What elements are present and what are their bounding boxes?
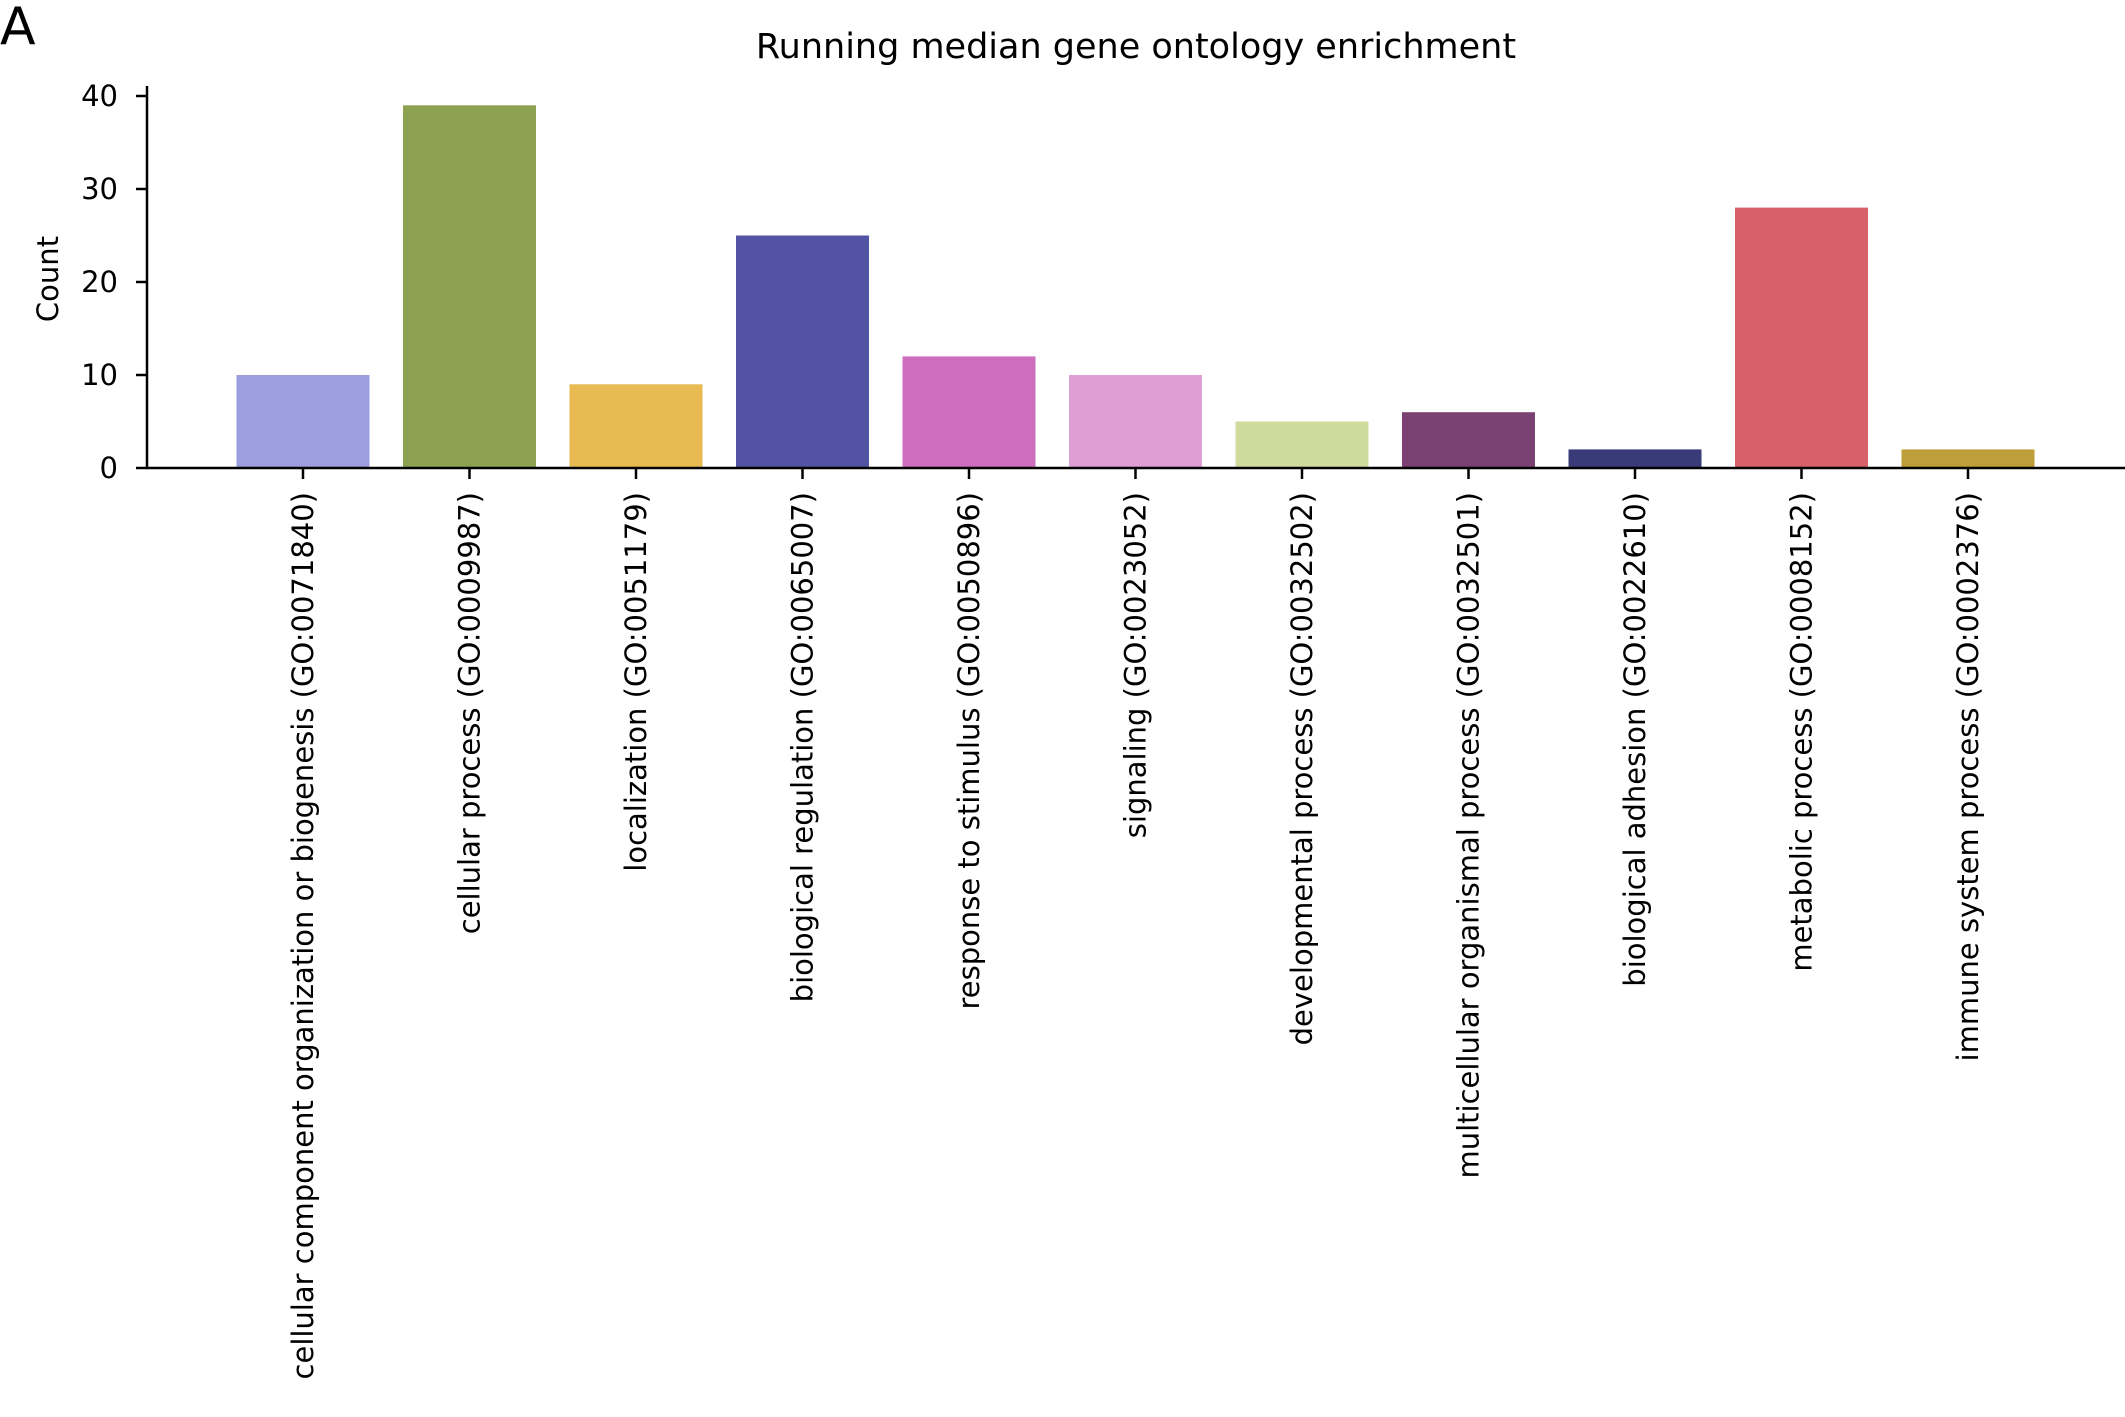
y-tick-label: 10 bbox=[81, 358, 118, 392]
x-tick-label: cellular component organization or bioge… bbox=[286, 492, 320, 1379]
y-axis-label: Count bbox=[31, 236, 65, 322]
x-tick-label: signaling (GO:0023052) bbox=[1119, 492, 1153, 838]
bar bbox=[902, 356, 1036, 468]
x-tick-label: metabolic process (GO:0008152) bbox=[1785, 492, 1819, 972]
bars-group bbox=[236, 105, 2035, 469]
bar bbox=[403, 105, 536, 469]
y-ticks-group: 0 10 20 30 40 bbox=[81, 79, 147, 485]
y-tick-label: 30 bbox=[81, 172, 118, 206]
bar bbox=[236, 375, 370, 468]
x-tick-label: multicellular organismal process (GO:003… bbox=[1452, 492, 1486, 1179]
bar bbox=[1901, 449, 2035, 468]
x-tick-label: response to stimulus (GO:0050896) bbox=[952, 492, 986, 1010]
bar bbox=[1568, 449, 1702, 468]
bar bbox=[1402, 412, 1535, 468]
bar bbox=[1235, 421, 1369, 468]
chart-title: Running median gene ontology enrichment bbox=[756, 27, 1516, 67]
bar bbox=[1069, 375, 1202, 468]
x-tick-label: biological adhesion (GO:0022610) bbox=[1618, 492, 1652, 987]
y-tick-label: 0 bbox=[100, 451, 118, 485]
panel-label: A bbox=[0, 0, 36, 57]
x-tick-label: localization (GO:0051179) bbox=[619, 492, 653, 872]
x-tick-label: biological regulation (GO:0065007) bbox=[786, 492, 820, 1002]
x-ticks-group: cellular component organization or bioge… bbox=[286, 468, 1985, 1379]
bar bbox=[1735, 207, 1868, 468]
x-tick-label: developmental process (GO:0032502) bbox=[1285, 492, 1319, 1045]
bar bbox=[736, 235, 869, 468]
bar bbox=[569, 384, 703, 468]
y-tick-label: 20 bbox=[81, 265, 118, 299]
x-tick-label: immune system process (GO:0002376) bbox=[1951, 492, 1985, 1061]
y-tick-label: 40 bbox=[81, 79, 118, 113]
x-tick-label: cellular process (GO:0009987) bbox=[453, 492, 487, 934]
